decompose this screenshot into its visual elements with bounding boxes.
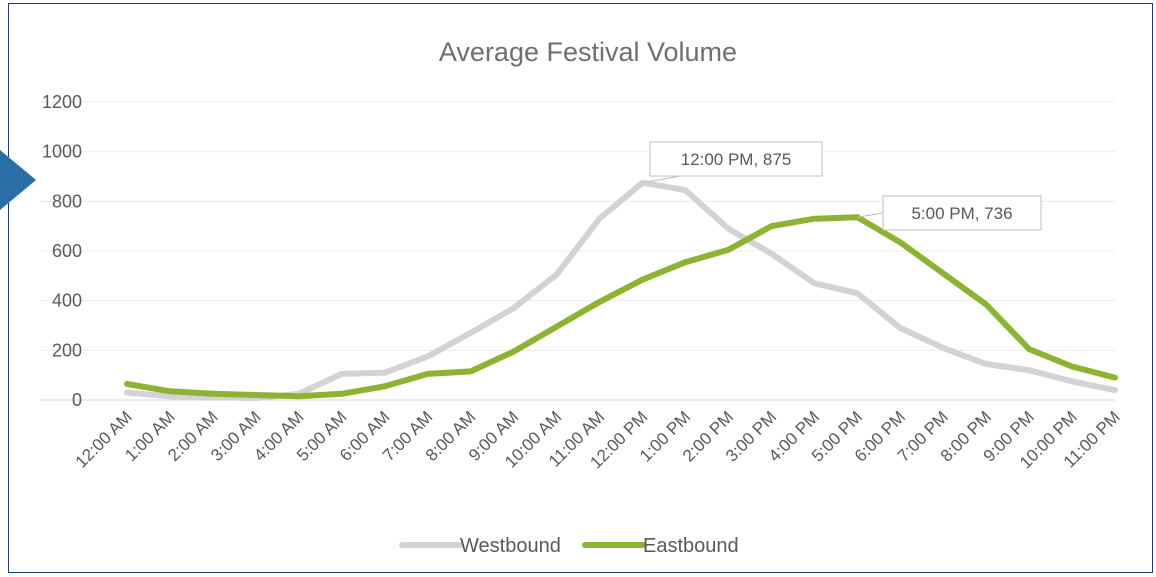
- data-point: [253, 392, 259, 398]
- data-point: [768, 223, 774, 229]
- data-point: [1026, 367, 1032, 373]
- chart-title: Average Festival Volume: [439, 37, 737, 67]
- data-point: [897, 325, 903, 331]
- data-point: [940, 345, 946, 351]
- data-point: [940, 270, 946, 276]
- data-point: [124, 381, 130, 387]
- data-point: [210, 391, 216, 397]
- data-point: [597, 216, 603, 222]
- y-tick-label: 1000: [42, 142, 82, 162]
- callout-label: 5:00 PM, 736: [911, 204, 1012, 223]
- data-point: [468, 330, 474, 336]
- y-tick-label: 0: [72, 390, 82, 410]
- gridlines: [40, 101, 1115, 401]
- data-callouts: 12:00 PM, 875 5:00 PM, 736: [642, 141, 1042, 231]
- x-tick-label: 12:00 AM: [72, 407, 136, 471]
- data-point: [124, 390, 130, 396]
- y-tick-label: 800: [52, 191, 82, 211]
- data-point: [811, 280, 817, 286]
- data-point: [811, 216, 817, 222]
- callout-label: 12:00 PM, 875: [681, 150, 792, 169]
- legend-label: Eastbound: [643, 535, 739, 557]
- data-point: [983, 301, 989, 307]
- data-point: [339, 391, 345, 397]
- data-point: [511, 349, 517, 355]
- data-point: [725, 226, 731, 232]
- data-point: [682, 187, 688, 193]
- data-point: [1069, 363, 1075, 369]
- data-point: [167, 393, 173, 399]
- data-point: [296, 393, 302, 399]
- data-point: [511, 305, 517, 311]
- data-point: [1069, 378, 1075, 384]
- callout-box: [882, 195, 1042, 231]
- y-tick-label: 200: [52, 340, 82, 360]
- data-point: [983, 361, 989, 367]
- data-point: [425, 354, 431, 360]
- data-point: [1112, 375, 1118, 381]
- data-point: [682, 259, 688, 265]
- legend: Westbound Eastbound: [399, 535, 739, 557]
- data-point: [1026, 346, 1032, 352]
- y-tick-label: 1200: [42, 92, 82, 112]
- callout-box: [649, 141, 823, 177]
- side-arrow-marker: [0, 150, 36, 210]
- data-point: [597, 299, 603, 305]
- data-point: [897, 239, 903, 245]
- data-point: [468, 368, 474, 374]
- data-point: [639, 277, 645, 283]
- callout-leader: [857, 212, 884, 218]
- y-tick-label: 400: [52, 291, 82, 311]
- data-point: [1112, 387, 1118, 393]
- x-axis-ticks: 12:00 AM1:00 AM2:00 AM3:00 AM4:00 AM5:00…: [72, 407, 1124, 472]
- data-point: [854, 290, 860, 296]
- y-axis-ticks: 0 200 400 600 800 1000 1200: [42, 92, 82, 410]
- series-lines: [124, 179, 1118, 401]
- series-line-eastbound: [124, 214, 1118, 400]
- data-point: [167, 388, 173, 394]
- data-point: [382, 370, 388, 376]
- callout-leader: [642, 175, 681, 184]
- data-point: [425, 371, 431, 377]
- data-point: [382, 383, 388, 389]
- y-tick-label: 600: [52, 241, 82, 261]
- legend-label: Westbound: [460, 535, 561, 557]
- data-point: [725, 247, 731, 253]
- data-point: [768, 250, 774, 256]
- data-point: [554, 324, 560, 330]
- data-point: [339, 371, 345, 377]
- data-point: [554, 272, 560, 278]
